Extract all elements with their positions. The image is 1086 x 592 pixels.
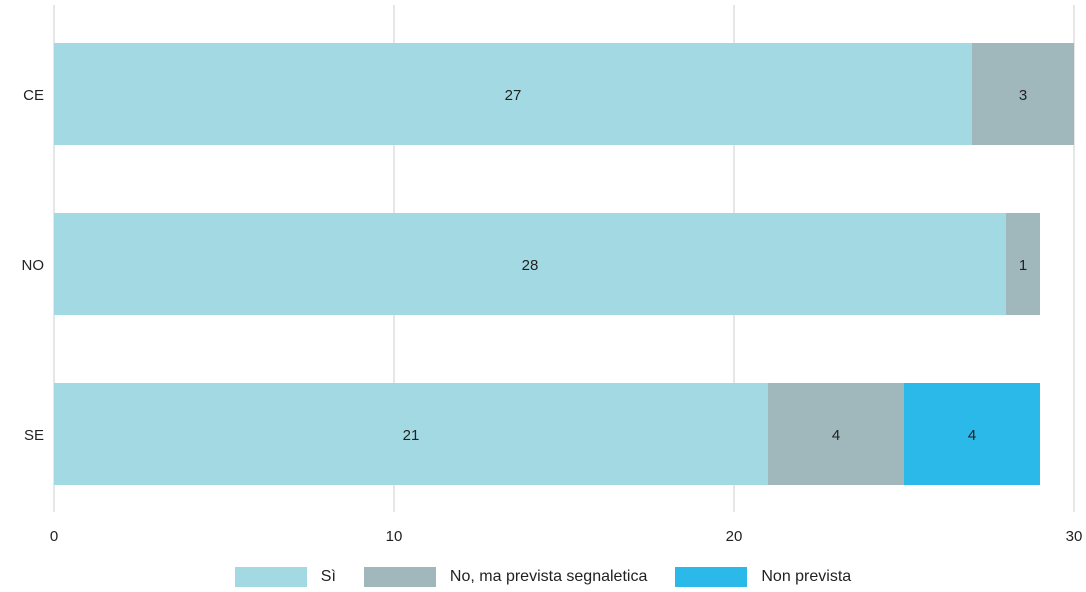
legend-swatch	[675, 567, 748, 587]
bar-segment	[1006, 213, 1040, 315]
bar-segment	[904, 383, 1040, 485]
x-tick-label: 30	[1066, 528, 1083, 545]
data-label: 21	[403, 427, 420, 444]
category-axis: CE NO SE	[22, 87, 45, 444]
bars	[54, 43, 1074, 485]
bar-segment	[54, 43, 972, 145]
category-label: CE	[23, 87, 44, 104]
data-labels: 27 3 28 1 21 4 4	[403, 87, 1028, 444]
bar-segment	[54, 383, 768, 485]
legend-label: Sì	[320, 568, 336, 585]
x-tick-label: 0	[50, 528, 58, 545]
legend: Sì No, ma prevista segnaletica Non previst…	[0, 566, 1086, 588]
x-tick-label: 10	[386, 528, 403, 545]
data-label: 4	[968, 427, 976, 444]
data-label: 28	[522, 257, 539, 274]
bar-segment	[972, 43, 1074, 145]
legend-item: Non prevista	[675, 567, 851, 587]
data-label: 4	[832, 427, 840, 444]
category-label: SE	[24, 427, 44, 444]
x-tick-label: 20	[726, 528, 743, 545]
legend-item: Sì	[234, 567, 336, 587]
legend-swatch	[363, 567, 436, 587]
data-label: 3	[1019, 87, 1027, 104]
data-label: 27	[505, 87, 522, 104]
legend-item: No, ma prevista segnaletica	[363, 567, 648, 587]
bar-segment	[54, 213, 1006, 315]
value-axis: 0 10 20 30	[50, 528, 1083, 545]
legend-label: No, ma prevista segnaletica	[449, 568, 648, 585]
legend-swatch	[234, 567, 307, 587]
category-label: NO	[22, 257, 45, 274]
legend-label: Non prevista	[761, 568, 852, 585]
bar-segment	[768, 383, 904, 485]
data-label: 1	[1019, 257, 1027, 274]
